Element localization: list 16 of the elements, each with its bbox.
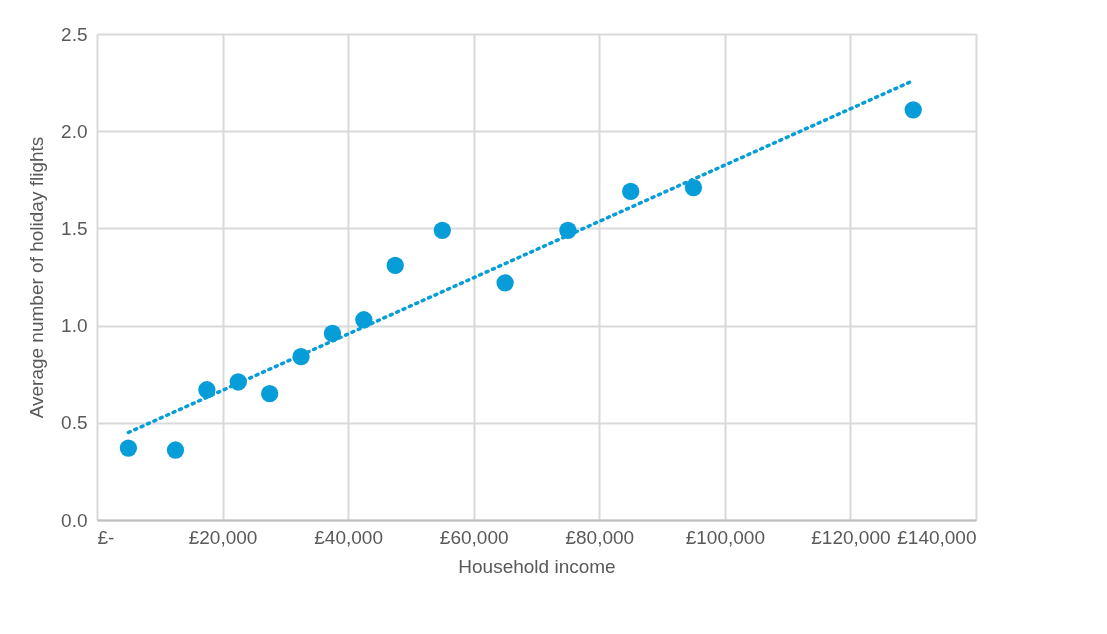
y-tick-label: 1.0 <box>61 315 88 337</box>
x-tick-label: £20,000 <box>188 526 258 548</box>
x-tick-label: £140,000 <box>897 526 977 548</box>
x-tick-label: £60,000 <box>439 526 509 548</box>
y-tick-label: 2.0 <box>61 120 88 142</box>
x-tick-label: £- <box>97 526 115 548</box>
x-tick-label: £80,000 <box>565 526 635 548</box>
x-axis-title: Household income <box>458 555 616 577</box>
x-tick-label: £120,000 <box>811 526 891 548</box>
y-tick-label: 0.0 <box>61 509 88 531</box>
y-axis-title: Average number of holiday flights <box>26 136 48 419</box>
y-tick-label: 1.5 <box>61 217 88 239</box>
y-tick-label: 2.5 <box>61 23 88 45</box>
x-tick-label: £40,000 <box>314 526 383 548</box>
x-tick-label: £100,000 <box>685 526 765 548</box>
y-tick-label: 0.5 <box>61 412 88 434</box>
